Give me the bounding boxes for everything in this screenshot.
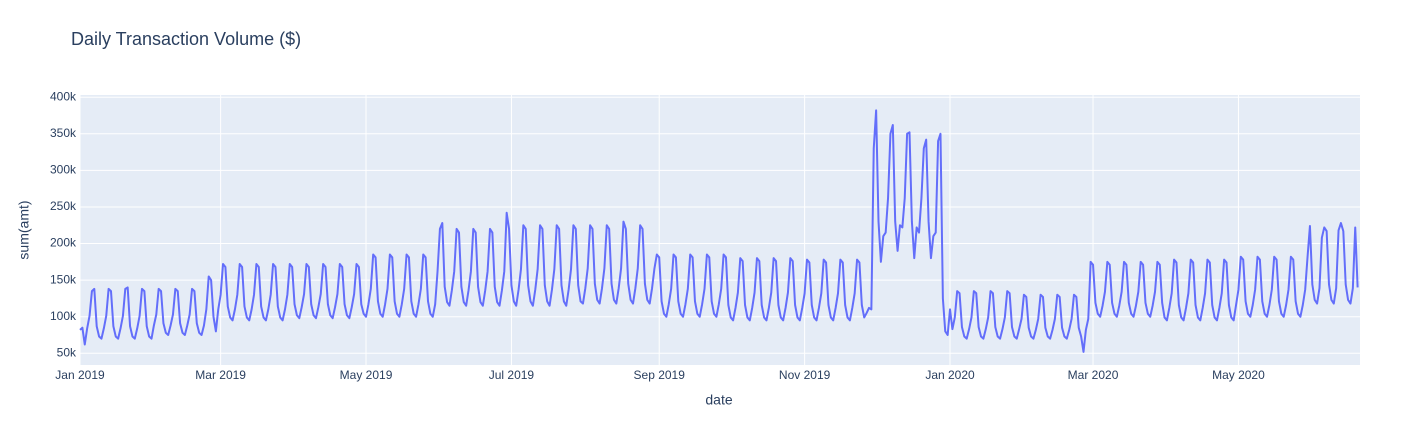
x-tick-label: May 2020 [1212, 368, 1265, 382]
x-tick-label: Mar 2020 [1068, 368, 1119, 382]
y-axis-title: sum(amt) [16, 200, 32, 259]
y-tick-label: 350k [50, 126, 77, 140]
y-tick-label: 150k [50, 272, 77, 286]
y-tick-label: 200k [50, 236, 77, 250]
x-tick-label: Jan 2019 [55, 368, 105, 382]
data-line [79, 109, 1359, 353]
y-tick-label: 400k [50, 89, 77, 103]
x-tick-label: Nov 2019 [779, 368, 831, 382]
plot-area [80, 95, 1360, 365]
x-tick-label: Jan 2020 [925, 368, 975, 382]
chart-title: Daily Transaction Volume ($) [71, 29, 301, 49]
y-tick-label: 250k [50, 199, 77, 213]
y-tick-label: 50k [57, 345, 77, 359]
x-tick-label: Jul 2019 [489, 368, 535, 382]
marks [79, 109, 1359, 353]
x-axis-title: date [705, 392, 732, 408]
x-tick-label: Mar 2019 [195, 368, 246, 382]
y-tick-label: 300k [50, 163, 77, 177]
x-tick-label: May 2019 [340, 368, 393, 382]
y-tick-label: 100k [50, 309, 77, 323]
x-tick-label: Sep 2019 [634, 368, 686, 382]
